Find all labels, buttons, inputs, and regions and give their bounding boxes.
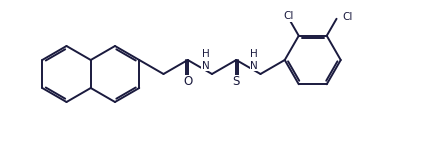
Text: O: O xyxy=(183,75,192,88)
Text: H
N: H N xyxy=(251,49,258,71)
Text: Cl: Cl xyxy=(283,11,293,21)
Text: H
N: H N xyxy=(202,49,210,71)
Text: S: S xyxy=(233,75,240,88)
Text: Cl: Cl xyxy=(342,12,353,22)
